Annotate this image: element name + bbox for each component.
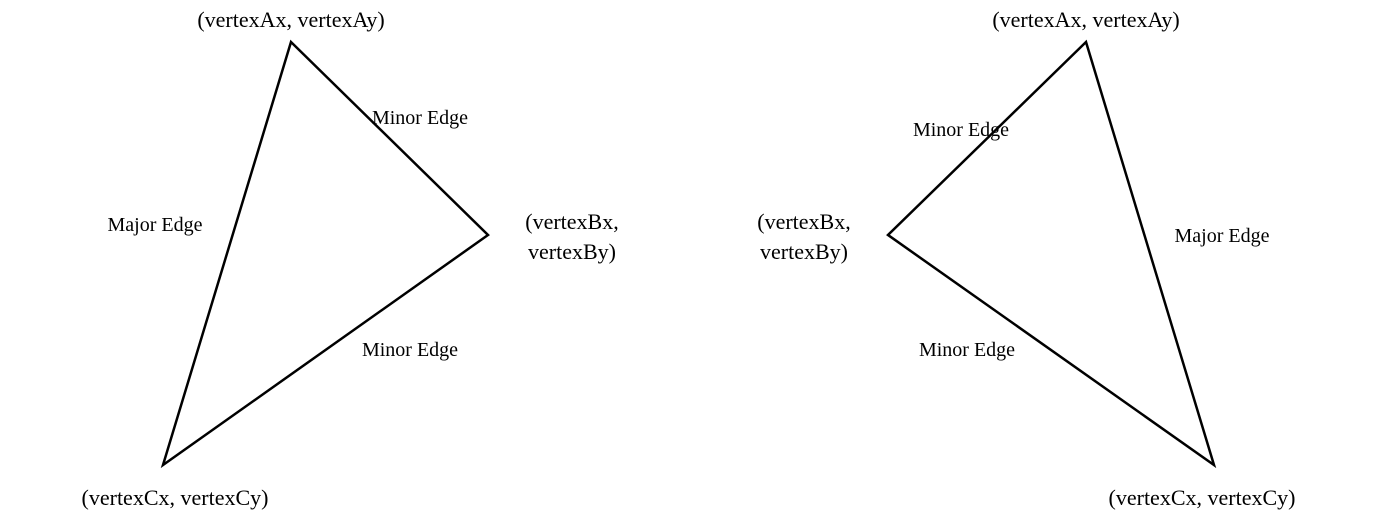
- right-major-edge-label: Major Edge: [1175, 224, 1270, 248]
- triangle-right: [0, 0, 1377, 522]
- right-vertex-c-label: (vertexCx, vertexCy): [1109, 485, 1296, 511]
- right-minor-edge-top-label: Minor Edge: [913, 118, 1009, 142]
- diagram-canvas: (vertexAx, vertexAy) (vertexBx, vertexBy…: [0, 0, 1377, 522]
- left-vertex-a-label: (vertexAx, vertexAy): [197, 7, 384, 33]
- left-major-edge-label: Major Edge: [108, 213, 203, 237]
- right-minor-edge-bottom-label: Minor Edge: [919, 338, 1015, 362]
- left-minor-edge-bottom-label: Minor Edge: [362, 338, 458, 362]
- left-vertex-b-label-line2: vertexBy): [528, 239, 616, 265]
- triangle-right-poly: [888, 42, 1214, 465]
- right-vertex-b-label-line1: (vertexBx,: [757, 209, 850, 235]
- left-vertex-b-label-line1: (vertexBx,: [525, 209, 618, 235]
- left-vertex-c-label: (vertexCx, vertexCy): [82, 485, 269, 511]
- left-minor-edge-top-label: Minor Edge: [372, 106, 468, 130]
- right-vertex-a-label: (vertexAx, vertexAy): [992, 7, 1179, 33]
- right-vertex-b-label-line2: vertexBy): [760, 239, 848, 265]
